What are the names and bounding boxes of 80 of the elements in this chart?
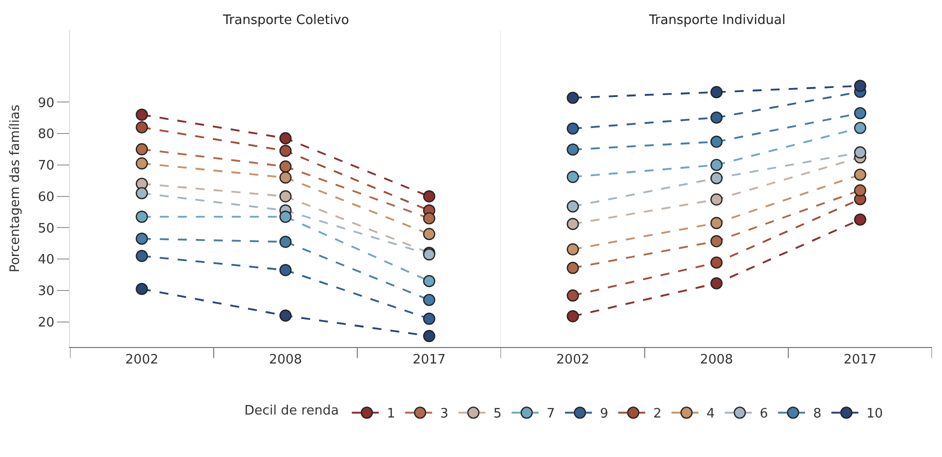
- point: [854, 184, 866, 196]
- point: [136, 108, 148, 121]
- x-tick-label: 2008: [268, 352, 302, 368]
- legend-title: Decil de renda: [244, 404, 339, 419]
- point: [854, 107, 866, 120]
- x-tick-label: 2008: [700, 352, 734, 368]
- point: [423, 274, 436, 288]
- point: [710, 172, 723, 184]
- legend-label: 6: [760, 406, 768, 422]
- point: [279, 132, 292, 144]
- point: [423, 312, 436, 325]
- chart-title: Transporte Coletivo: [222, 13, 350, 28]
- point: [279, 210, 292, 223]
- point: [710, 86, 723, 98]
- point: [136, 282, 148, 296]
- legend-label: 9: [600, 406, 608, 422]
- point: [854, 168, 866, 181]
- point: [566, 310, 579, 322]
- y-tick-label: 90: [38, 96, 54, 111]
- point: [279, 264, 292, 276]
- point: [566, 92, 579, 104]
- point: [854, 213, 866, 226]
- legend-label: 3: [440, 406, 448, 422]
- point: [566, 143, 579, 156]
- point: [710, 216, 723, 230]
- point: [136, 232, 148, 245]
- point: [710, 136, 723, 148]
- legend-label: 7: [546, 406, 555, 422]
- y-axis-title: Porcentagem das famílias: [8, 104, 23, 272]
- y-tick-label: 50: [38, 221, 54, 236]
- x-tick-label: 2017: [412, 352, 446, 368]
- point: [423, 330, 436, 342]
- point: [854, 122, 866, 134]
- point: [710, 193, 723, 206]
- point: [566, 218, 579, 230]
- point: [423, 228, 436, 240]
- point: [566, 170, 579, 183]
- point: [136, 210, 148, 223]
- point: [423, 294, 436, 306]
- legend-label: 8: [813, 406, 822, 422]
- y-tick-label: 70: [38, 158, 54, 174]
- point: [566, 200, 579, 212]
- point: [136, 157, 148, 170]
- point: [566, 243, 579, 256]
- x-tick-label: 2002: [556, 352, 590, 368]
- chart-title: Transporte Individual: [648, 13, 786, 28]
- point: [710, 111, 723, 124]
- point: [136, 250, 148, 262]
- point: [279, 310, 292, 322]
- x-tick-label: 2017: [844, 352, 877, 368]
- point: [423, 190, 436, 202]
- point: [710, 235, 723, 248]
- point: [854, 146, 866, 159]
- point: [279, 171, 292, 184]
- y-tick-label: 40: [38, 252, 54, 268]
- legend-label: 10: [866, 406, 883, 422]
- point: [136, 187, 148, 200]
- point: [279, 190, 292, 202]
- y-tick-label: 60: [38, 190, 54, 205]
- point: [710, 277, 723, 290]
- point: [566, 289, 579, 302]
- x-tick-label: 2002: [125, 352, 158, 368]
- y-tick-label: 30: [38, 284, 54, 300]
- point: [279, 160, 292, 173]
- point: [136, 143, 148, 156]
- point: [136, 121, 148, 134]
- legend-label: 5: [493, 406, 502, 422]
- point: [710, 158, 723, 172]
- point: [279, 236, 292, 248]
- point: [423, 212, 436, 224]
- point: [710, 256, 723, 269]
- legend-label: 2: [653, 406, 662, 422]
- legend-label: 4: [706, 406, 715, 422]
- point: [566, 262, 579, 274]
- y-tick-label: 20: [38, 315, 54, 330]
- point: [854, 80, 866, 92]
- point: [279, 144, 292, 157]
- point: [566, 122, 579, 135]
- y-tick-label: 80: [38, 127, 54, 142]
- legend-label: 1: [386, 406, 396, 422]
